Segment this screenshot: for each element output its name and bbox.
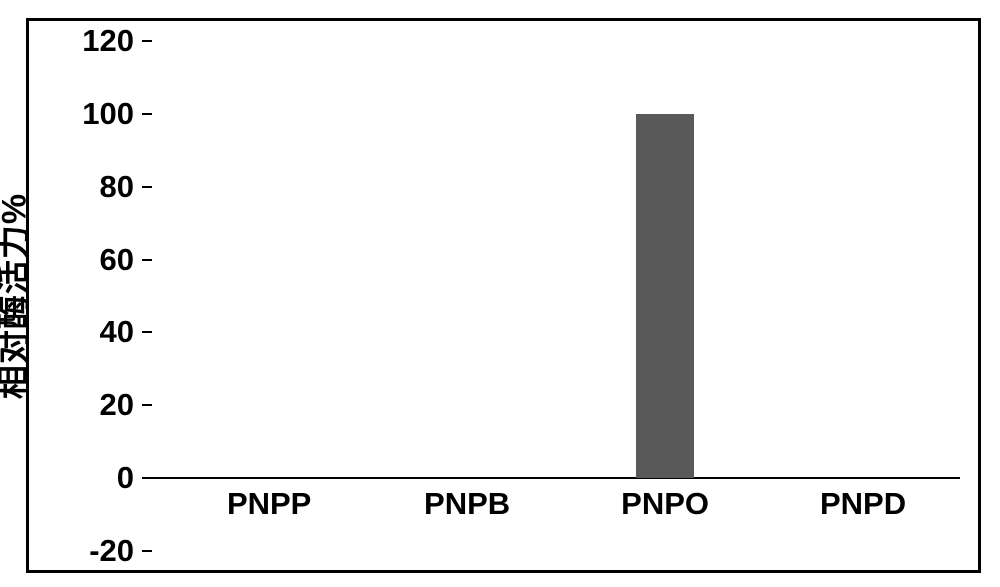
x-axis-baseline [152,477,960,479]
y-tick-label: 60 [29,242,134,278]
y-tick-mark [142,404,152,406]
y-tick-mark [142,113,152,115]
chart-frame: 相对酶活力% -20020406080100120PNPPPNPBPNPOPNP… [26,18,981,573]
y-tick-label: 40 [29,314,134,350]
y-tick-label: 0 [29,460,134,496]
y-tick-label: -20 [29,533,134,569]
plot-area [152,41,960,551]
y-tick-mark [142,40,152,42]
x-tick-label: PNPB [424,486,510,522]
y-tick-mark [142,186,152,188]
y-axis-label-text: 相对酶活力% [0,192,34,398]
y-tick-mark [142,550,152,552]
y-tick-mark [142,259,152,261]
y-tick-mark [142,331,152,333]
y-tick-label: 80 [29,169,134,205]
y-tick-label: 20 [29,387,134,423]
x-tick-label: PNPO [621,486,709,522]
y-tick-mark [142,477,152,479]
y-tick-label: 100 [29,96,134,132]
y-axis-label: 相对酶活力% [0,192,36,398]
y-tick-label: 120 [29,23,134,59]
x-tick-label: PNPP [227,486,311,522]
bar [636,114,694,478]
x-tick-label: PNPD [820,486,906,522]
